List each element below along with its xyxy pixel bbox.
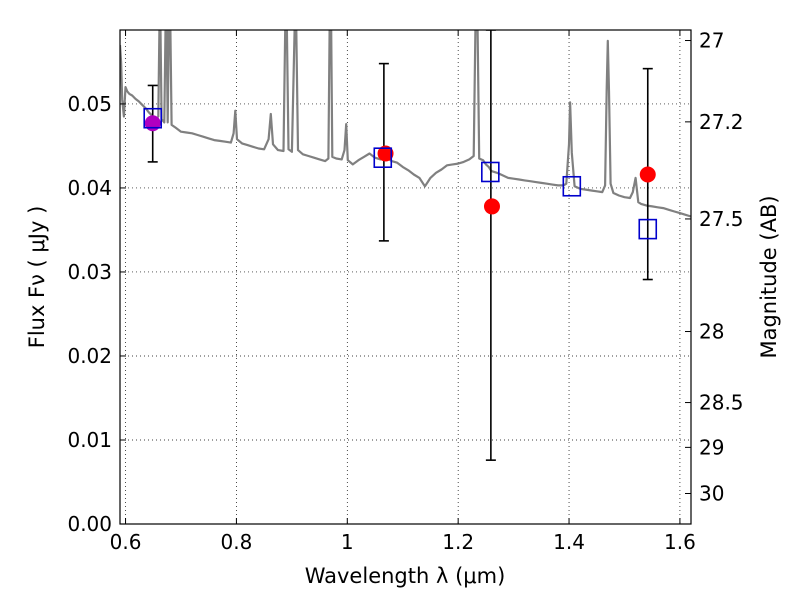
y-tick-label: 0.02 — [67, 344, 112, 368]
observed-point — [639, 166, 656, 183]
model-photometry-point — [481, 161, 500, 183]
x-tick-label: 1.4 — [553, 530, 585, 554]
right-axis-label: Magnitude (AB) — [757, 195, 781, 358]
model-photometry-point — [143, 107, 163, 129]
right-tick-label: 27.5 — [699, 207, 744, 231]
right-tick-label: 28 — [699, 320, 724, 344]
observed-point — [483, 198, 500, 215]
y-tick-label: 0.05 — [67, 92, 112, 116]
x-tick-label: 0.8 — [221, 530, 253, 554]
model-photometry-point — [562, 175, 582, 197]
model-photometry-point — [373, 147, 393, 169]
x-axis-label: Wavelength λ (μm) — [305, 564, 506, 588]
right-tick-label: 29 — [699, 435, 724, 459]
x-tick-label: 1.2 — [442, 530, 474, 554]
data-marks — [120, 30, 691, 461]
right-tick-label: 27 — [699, 29, 724, 53]
y-axis-label: Flux Fν ( μJy ) — [25, 206, 49, 349]
y-tick-label: 0.03 — [67, 260, 112, 284]
right-tick-label: 28.5 — [699, 391, 744, 415]
tick-marks — [120, 30, 691, 525]
y-tick-label: 0.01 — [67, 428, 112, 452]
model-spectrum-line — [120, 30, 691, 218]
model-photometry-point — [638, 218, 658, 240]
y-tick-label: 0.00 — [67, 512, 112, 536]
tick-labels: 0.6 0.8 1 1.2 1.4 1.6 0.00 0.01 0.02 0.03 0.04 0.05… — [67, 29, 743, 554]
plot-background — [120, 30, 691, 524]
right-tick-label: 27.2 — [699, 110, 744, 134]
x-tick-label: 0.6 — [110, 530, 142, 554]
x-tick-label: 1 — [341, 530, 354, 554]
y-tick-label: 0.04 — [67, 176, 112, 200]
observed-point — [144, 115, 161, 132]
plot-frame — [119, 29, 692, 525]
observed-point — [377, 145, 394, 162]
x-tick-label: 1.6 — [664, 530, 696, 554]
right-tick-label: 30 — [699, 481, 724, 505]
